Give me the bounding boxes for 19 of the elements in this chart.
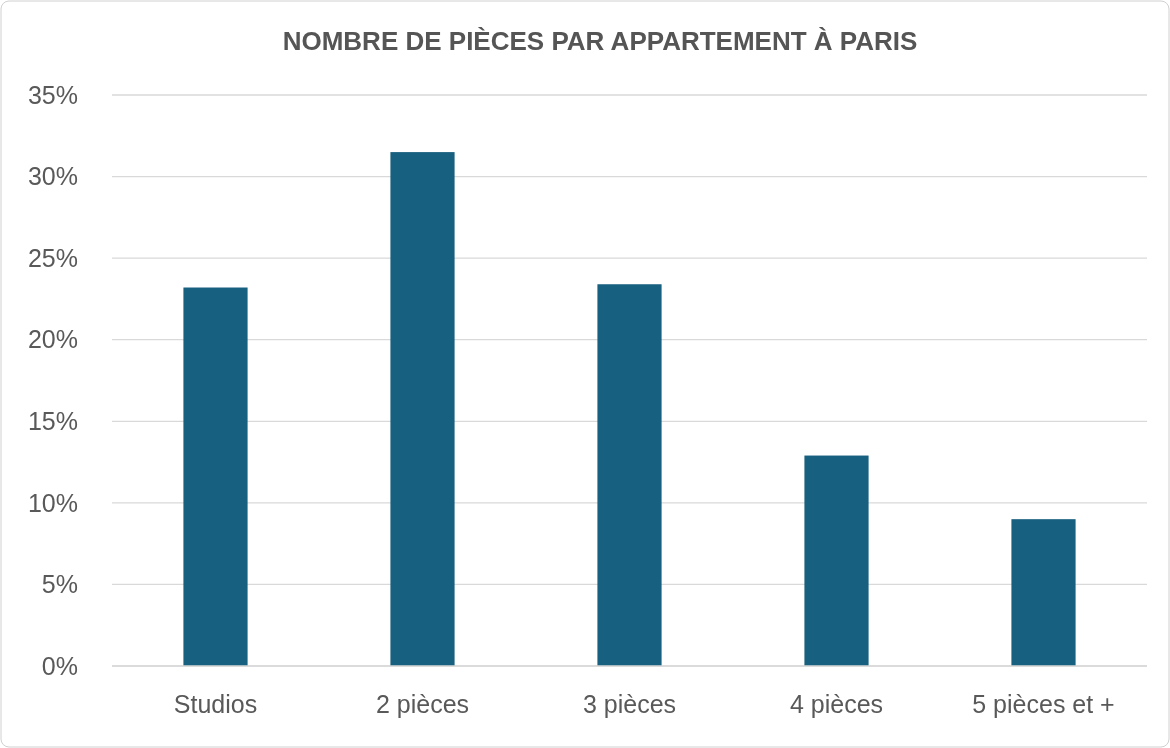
bar xyxy=(183,287,248,666)
x-tick-label: 3 pièces xyxy=(582,690,677,718)
y-tick-label: 0% xyxy=(41,651,78,680)
bar xyxy=(1011,519,1076,666)
chart-title: NOMBRE DE PIÈCES PAR APPARTEMENT À PARIS xyxy=(282,26,918,56)
y-tick-label: 30% xyxy=(27,162,78,191)
bar xyxy=(804,455,869,666)
x-tick-label: 4 pièces xyxy=(789,690,884,718)
y-tick-label: 25% xyxy=(27,243,78,272)
y-tick-label: 35% xyxy=(27,80,78,109)
x-tick-label: 5 pièces et + xyxy=(972,690,1115,718)
y-tick-label: 15% xyxy=(27,407,78,436)
y-tick-label: 5% xyxy=(41,570,78,599)
y-tick-label: 10% xyxy=(27,488,78,517)
x-tick-label: Studios xyxy=(173,690,258,718)
bar xyxy=(597,284,662,666)
y-tick-label: 20% xyxy=(27,325,78,354)
bar xyxy=(390,152,455,666)
x-tick-label: 2 pièces xyxy=(375,690,470,718)
